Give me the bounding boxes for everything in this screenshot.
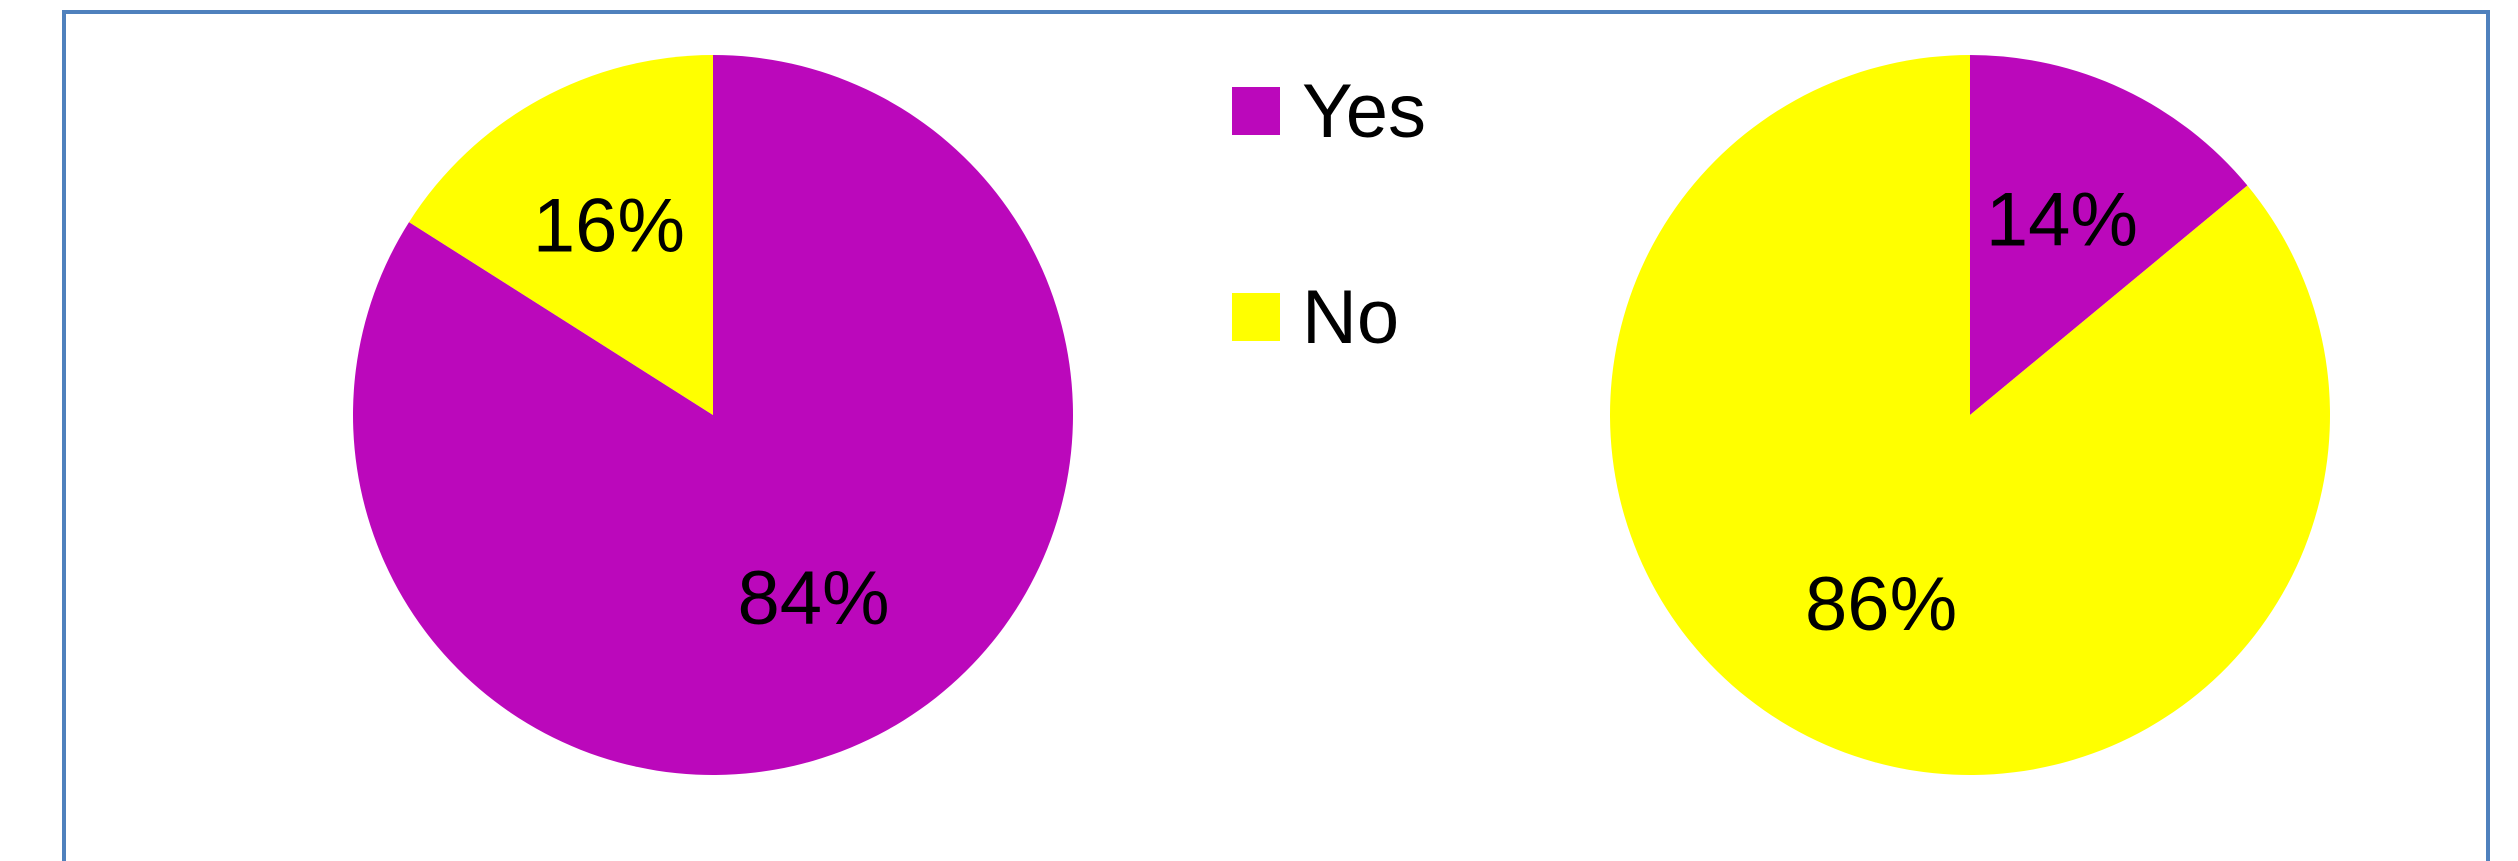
pie-slice-no-right — [1610, 55, 2331, 775]
legend-swatch-no — [1232, 293, 1280, 341]
data-label-yes-right: 14% — [1986, 178, 2138, 263]
legend: Yes No — [1232, 69, 1426, 360]
legend-swatch-yes — [1232, 87, 1280, 135]
legend-item-no: No — [1232, 275, 1399, 360]
data-label-no-left: 16% — [533, 184, 685, 269]
legend-label-yes: Yes — [1302, 69, 1426, 154]
legend-item-yes: Yes — [1232, 69, 1426, 154]
pie-chart-left: 84% 16% — [353, 55, 1073, 775]
data-label-yes-left: 84% — [738, 556, 890, 641]
data-label-no-right: 86% — [1805, 562, 1957, 647]
chart-border — [62, 10, 2490, 861]
legend-label-no: No — [1302, 275, 1399, 360]
pie-slice-no-left — [409, 55, 713, 415]
pie-slice-yes-right — [1970, 55, 2248, 415]
pie-chart-right: 14% 86% — [1610, 55, 2331, 775]
